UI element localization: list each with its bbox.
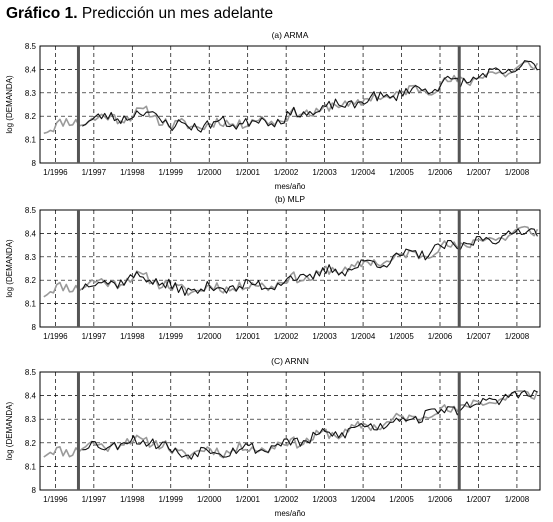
figure-title-text: Predicción un mes adelante (81, 5, 274, 22)
x-tick-label: 1/2002 (274, 168, 299, 177)
y-tick-label: 8.4 (25, 65, 37, 74)
series-line-forecast (81, 228, 538, 296)
y-tick-label: 8.1 (25, 300, 37, 309)
y-axis-label: log (DEMANDA) (5, 402, 14, 461)
x-tick-label: 1/2007 (466, 332, 491, 341)
figure-title: Gráfico 1. Predicción un mes adelante (6, 5, 273, 23)
series-line-forecast (82, 389, 538, 460)
x-tick-label: 1/2001 (235, 332, 260, 341)
x-tick-label: 1/2006 (428, 168, 453, 177)
plot-frame (39, 209, 541, 328)
x-tick-label: 1/2002 (274, 495, 299, 504)
x-tick-label: 1/2003 (312, 495, 337, 504)
x-tick-label: 1/2000 (197, 495, 222, 504)
x-tick-label: 1/1998 (120, 495, 145, 504)
x-tick-label: 1/2006 (428, 495, 453, 504)
x-tick-label: 1/2004 (351, 168, 376, 177)
y-tick-label: 8.5 (25, 368, 37, 377)
y-tick-label: 8 (32, 323, 37, 332)
x-tick-label: 1/2007 (466, 495, 491, 504)
y-tick-label: 8.2 (25, 439, 37, 448)
x-tick-label: 1/1998 (120, 168, 145, 177)
x-tick-label: 1/2004 (351, 495, 376, 504)
x-tick-label: 1/2005 (389, 168, 414, 177)
figure-title-prefix: Gráfico 1. (6, 5, 78, 22)
x-tick-label: 1/2001 (235, 168, 260, 177)
y-axis-label: log (DEMANDA) (5, 75, 14, 134)
x-tick-label: 1/2003 (312, 168, 337, 177)
x-tick-label: 1/2003 (312, 332, 337, 341)
x-tick-label: 1/1998 (120, 332, 145, 341)
y-tick-label: 8 (32, 486, 37, 495)
x-tick-label: 1/1999 (159, 332, 184, 341)
x-tick-label: 1/1996 (43, 495, 68, 504)
y-axis-label: log (DEMANDA) (5, 239, 14, 298)
plot-frame (39, 371, 541, 491)
panel-title: (b) MLP (275, 194, 306, 204)
y-tick-label: 8.4 (25, 229, 37, 238)
y-tick-label: 8.2 (25, 112, 37, 121)
x-tick-label: 1/2001 (235, 495, 260, 504)
x-tick-label: 1/1997 (82, 332, 107, 341)
y-tick-label: 8.3 (25, 415, 37, 424)
x-tick-label: 1/2000 (197, 168, 222, 177)
x-axis-label: mes/año (275, 182, 306, 191)
x-axis-label: mes/año (275, 509, 306, 518)
x-tick-label: 1/2008 (505, 168, 530, 177)
series-line-forecast (82, 60, 538, 133)
plot-frame (39, 45, 541, 164)
x-tick-label: 1/2007 (466, 168, 491, 177)
y-tick-label: 8.1 (25, 462, 37, 471)
y-tick-label: 8.3 (25, 89, 37, 98)
x-tick-label: 1/2005 (389, 332, 414, 341)
x-tick-label: 1/1997 (82, 168, 107, 177)
series-line-actual (43, 60, 539, 135)
x-tick-label: 1/2002 (274, 332, 299, 341)
y-tick-label: 8.3 (25, 253, 37, 262)
x-tick-label: 1/2004 (351, 332, 376, 341)
y-tick-label: 8.5 (25, 42, 37, 51)
series-line-actual (43, 390, 539, 460)
x-tick-label: 1/1996 (43, 332, 68, 341)
x-tick-label: 1/2008 (505, 332, 530, 341)
y-tick-label: 8.4 (25, 392, 37, 401)
x-tick-label: 1/2006 (428, 332, 453, 341)
y-tick-label: 8.5 (25, 206, 37, 215)
x-tick-label: 1/2005 (389, 495, 414, 504)
y-tick-label: 8.1 (25, 136, 37, 145)
y-tick-label: 8.2 (25, 276, 37, 285)
x-tick-label: 1/1997 (82, 495, 107, 504)
panel-title: (a) ARMA (272, 30, 309, 40)
panel-title: (C) ARNN (271, 356, 309, 366)
x-tick-label: 1/2008 (505, 495, 530, 504)
y-tick-label: 8 (32, 159, 37, 168)
x-tick-label: 1/1999 (159, 168, 184, 177)
x-tick-label: 1/1999 (159, 495, 184, 504)
x-tick-label: 1/2000 (197, 332, 222, 341)
x-tick-label: 1/1996 (43, 168, 68, 177)
